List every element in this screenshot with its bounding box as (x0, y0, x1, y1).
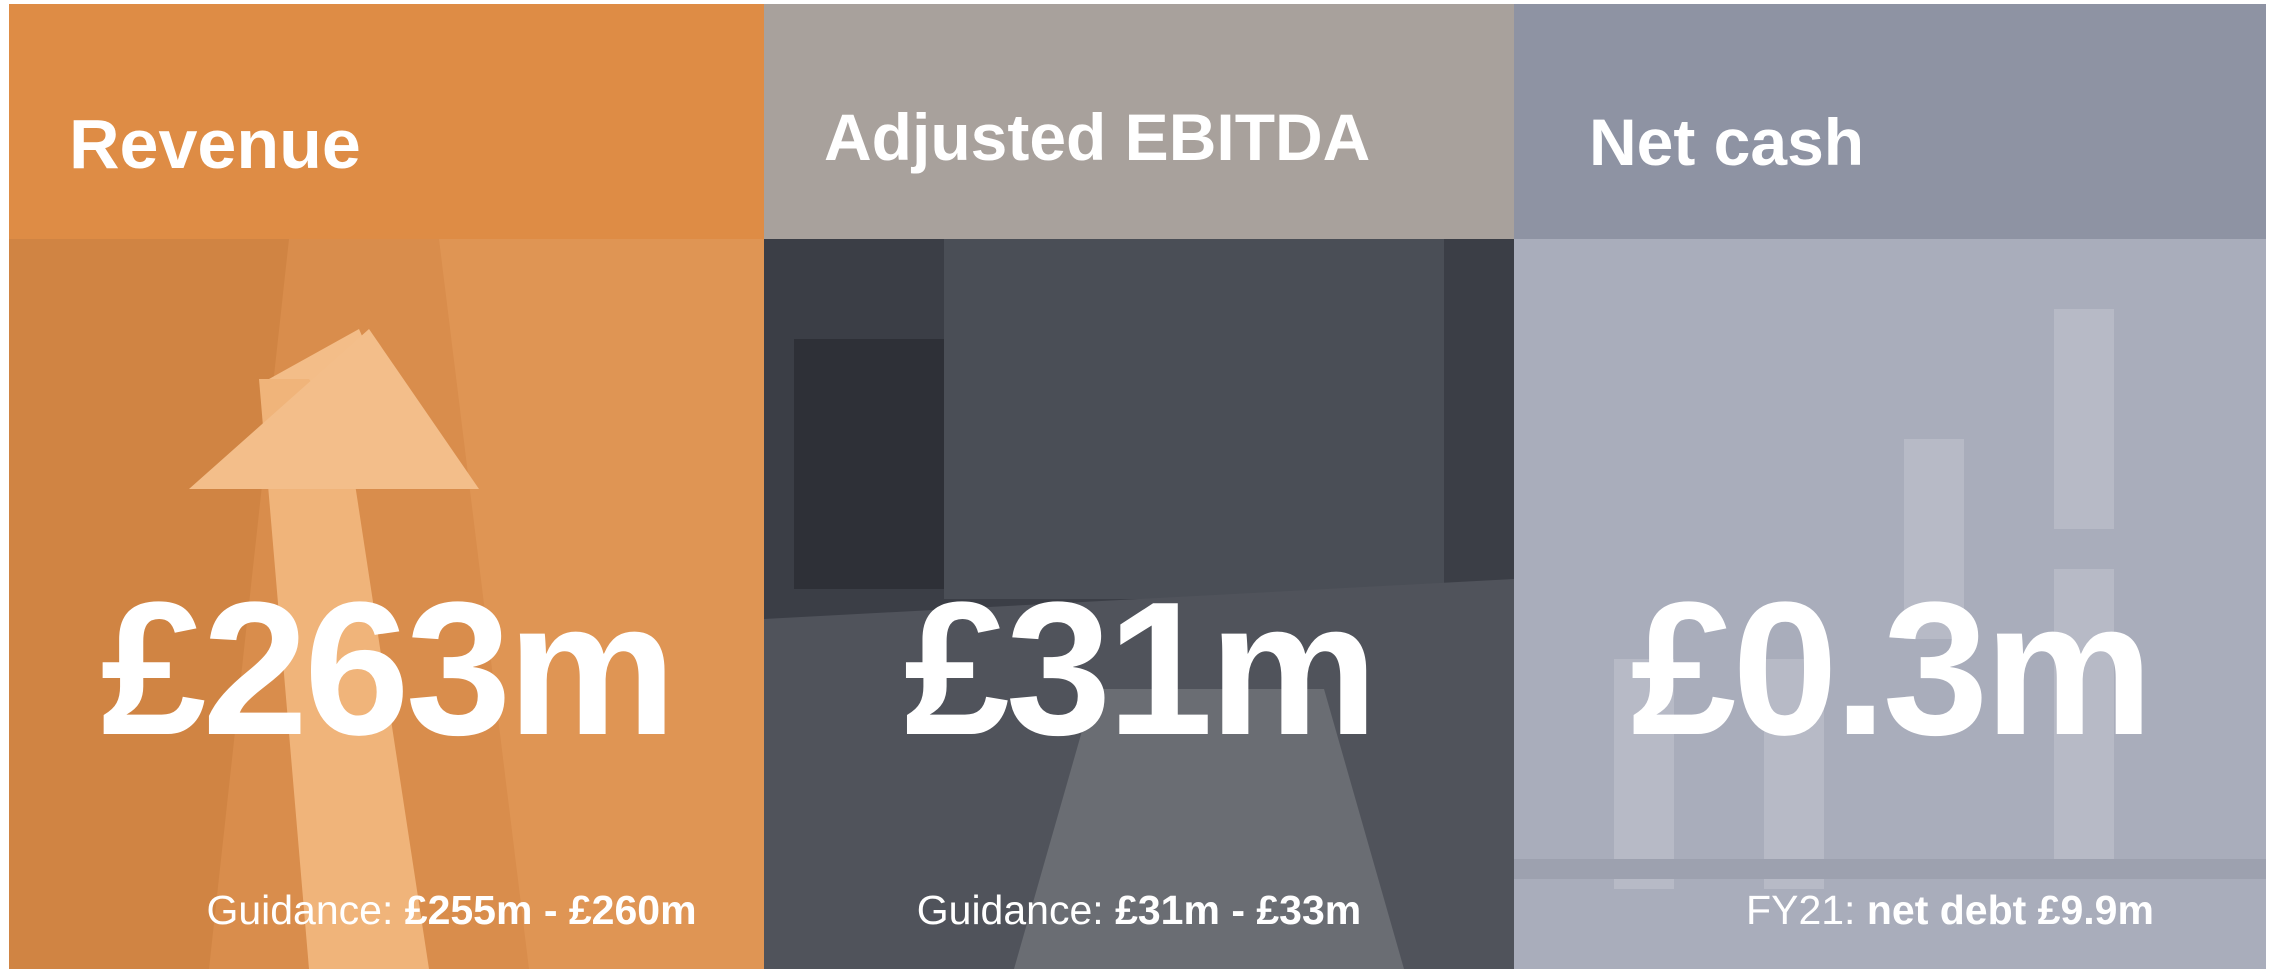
panel-title: Adjusted EBITDA (824, 99, 1370, 175)
note-label: FY21: (1746, 887, 1855, 933)
panel-title: Net cash (1589, 104, 1864, 180)
note-label: Guidance: (206, 887, 393, 933)
note-value: £31m - £33m (1115, 887, 1361, 933)
note-value: £255m - £260m (405, 887, 697, 933)
panel-header: Net cash (1514, 4, 2266, 239)
panel-note: FY21: net debt £9.9m (1514, 887, 2266, 934)
panel-note: Guidance: £255m - £260m (9, 887, 764, 934)
note-label: Guidance: (917, 887, 1104, 933)
panel-note: Guidance: £31m - £33m (764, 887, 1514, 934)
panel-value: £31m (764, 574, 1514, 764)
panel-header: Adjusted EBITDA (764, 4, 1514, 239)
net-cash-panel: Net cash £0.3m FY21: net debt £9.9m (1514, 4, 2266, 969)
kpi-banner: Revenue £263m Guidance: £255m - £260m Ad… (0, 0, 2275, 969)
panel-value: £0.3m (1514, 574, 2266, 764)
panel-header: Revenue (9, 4, 764, 239)
note-value: net debt £9.9m (1867, 887, 2154, 933)
ebitda-panel: Adjusted EBITDA £31m Guidance: £31m - £3… (764, 4, 1514, 969)
panel-value: £263m (9, 574, 764, 764)
panel-title: Revenue (69, 104, 361, 184)
revenue-panel: Revenue £263m Guidance: £255m - £260m (9, 4, 764, 969)
